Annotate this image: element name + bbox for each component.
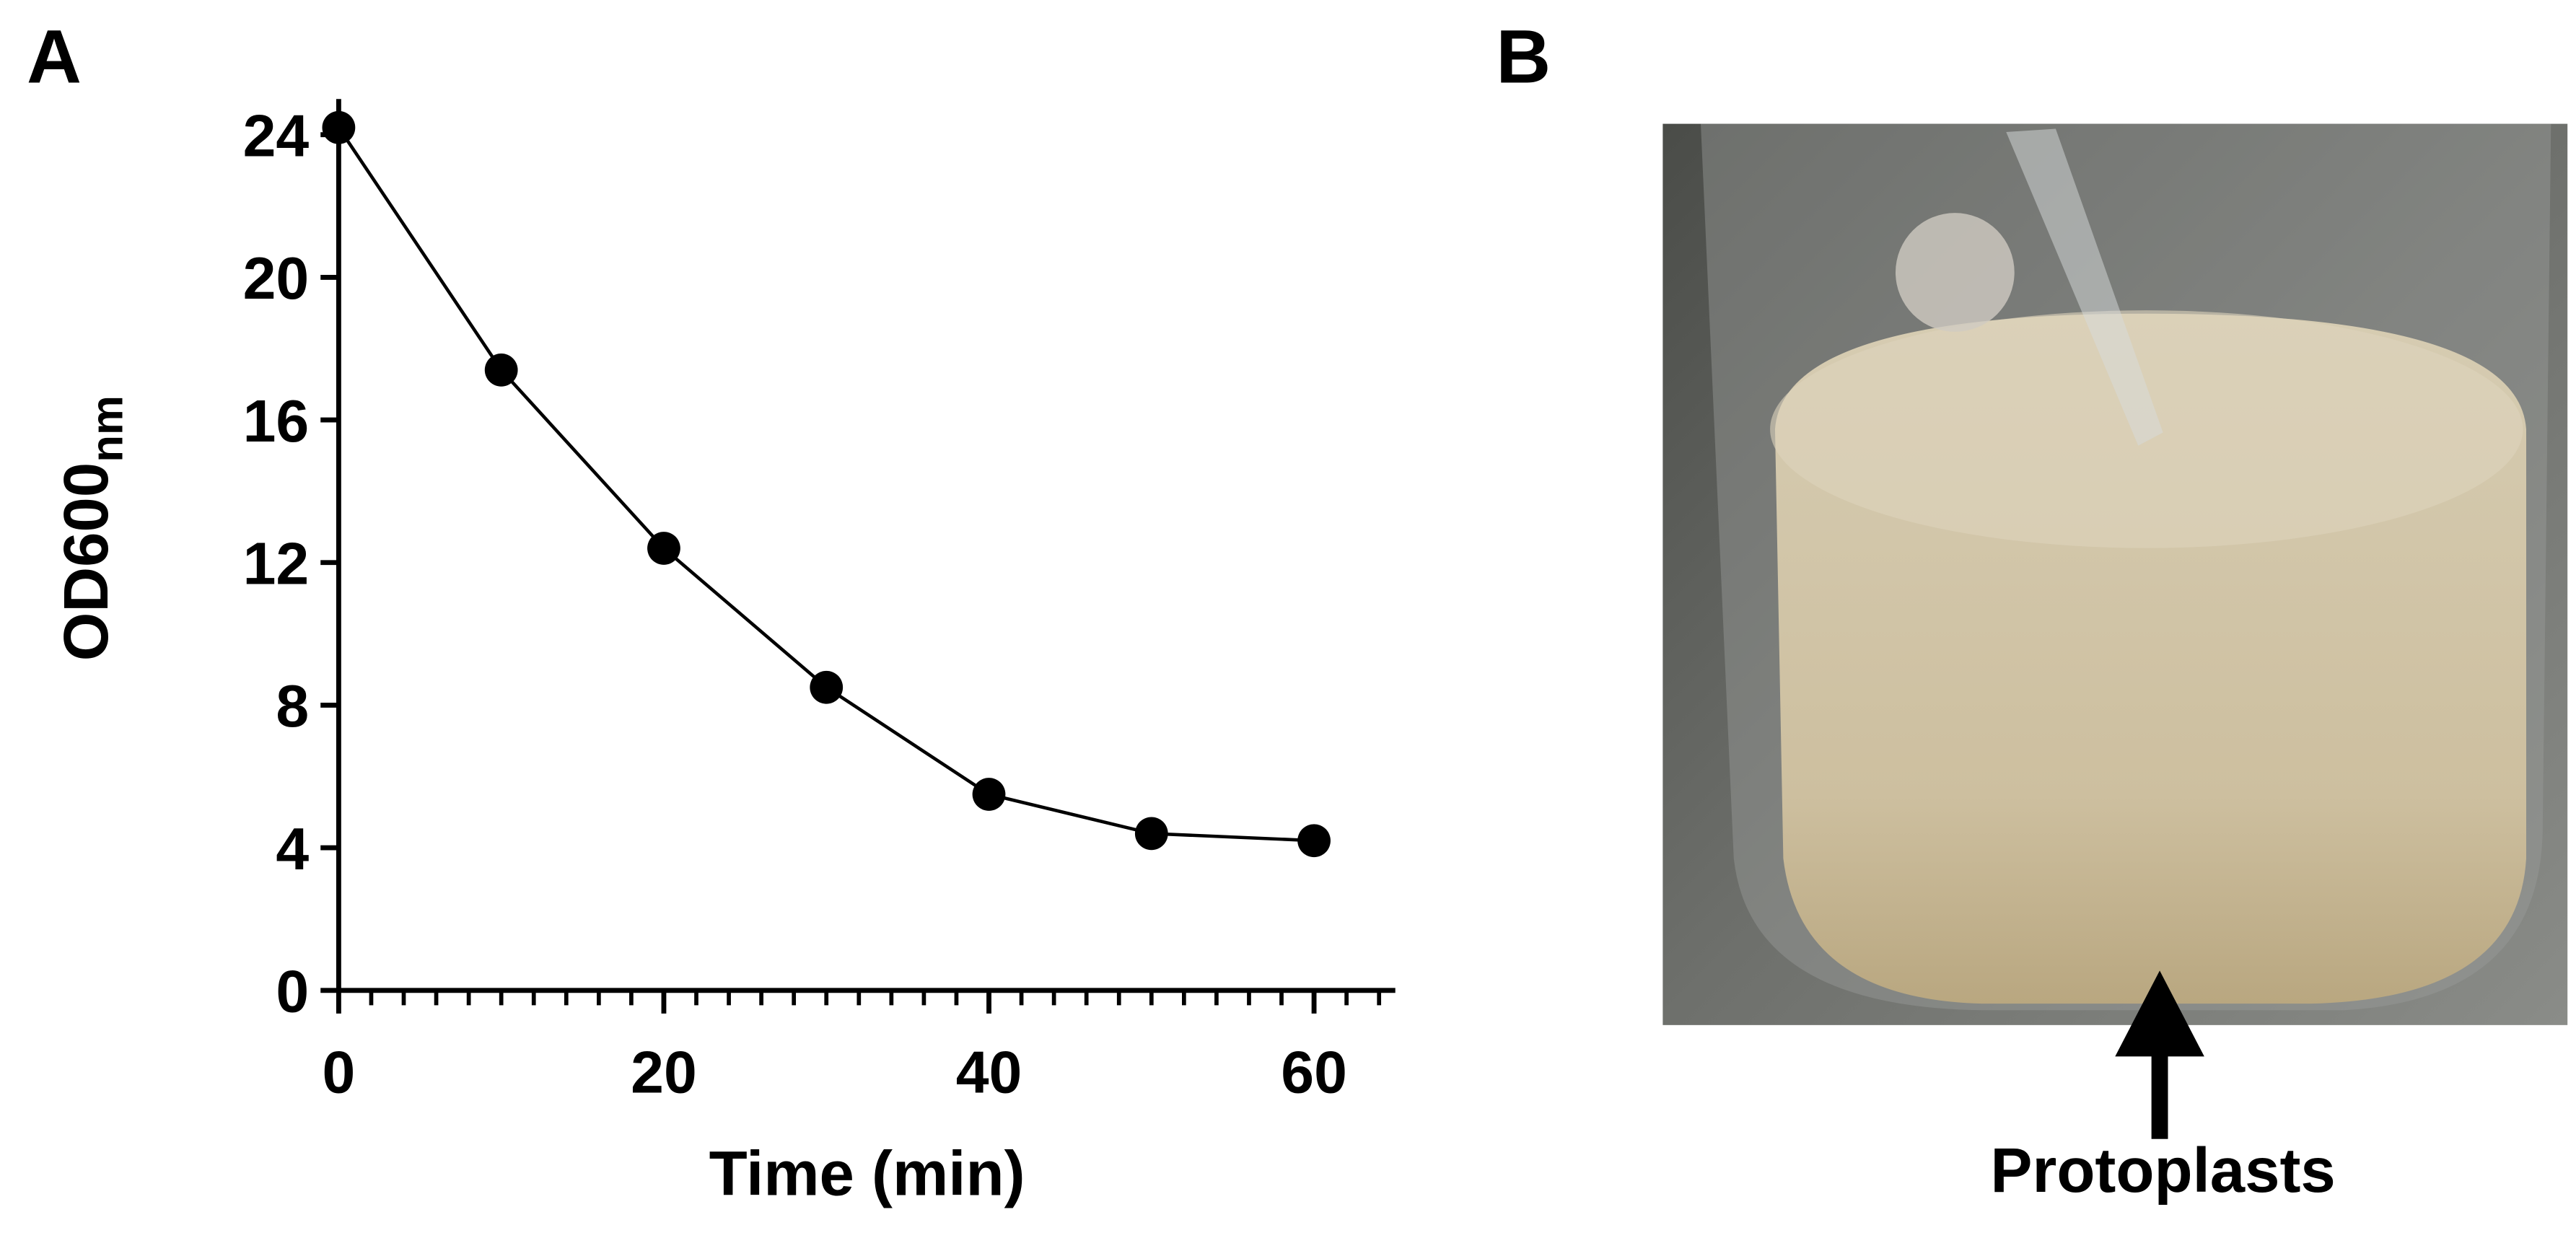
y-tick-label: 24: [243, 102, 310, 169]
data-point: [1134, 817, 1168, 851]
label-spot: [1895, 213, 2015, 332]
x-tick-label: 20: [631, 1040, 697, 1106]
y-tick-label: 20: [243, 245, 310, 312]
series-line: [337, 126, 1315, 843]
y-axis-label: OD600nm: [51, 395, 133, 661]
x-tick-label: 40: [956, 1040, 1022, 1106]
annotation: Protoplasts: [1991, 1136, 2336, 1206]
pipette: [2006, 128, 2163, 446]
panel-label: A: [27, 14, 82, 99]
data-point: [1297, 824, 1331, 858]
data-point: [647, 532, 680, 565]
data-point: [810, 670, 844, 704]
arrow-stem: [2151, 1053, 2168, 1139]
y-tick-label: 0: [276, 959, 309, 1025]
arrow-head: [2115, 970, 2204, 1057]
y-tick-label: 16: [243, 388, 310, 455]
y-tick-label: 4: [276, 816, 309, 882]
photo: [1662, 123, 2568, 1025]
y-axis-label-sub: nm: [83, 395, 133, 462]
y-axis-label-main: OD600: [51, 462, 121, 661]
y-tick-label: 8: [276, 673, 309, 739]
data-point: [972, 778, 1006, 811]
data-point: [484, 353, 518, 387]
panel-label: B: [1496, 14, 1551, 99]
x-tick-label: 0: [322, 1040, 355, 1106]
plot: 0 4 8 12 16 20 24 0 20 40 60: [243, 99, 1396, 1106]
data-point: [322, 110, 356, 144]
x-axis-label: Time (min): [709, 1139, 1025, 1209]
y-tick-label: 12: [243, 530, 310, 597]
x-tick-label: 60: [1281, 1040, 1347, 1106]
